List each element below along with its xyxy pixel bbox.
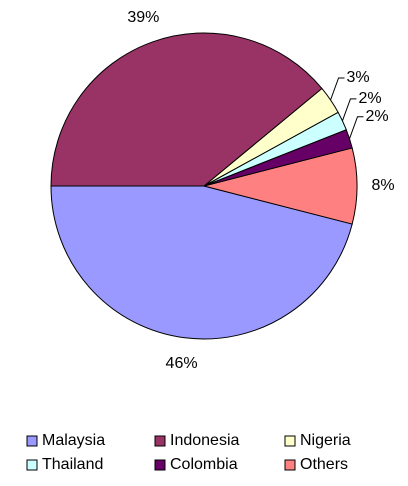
- legend-swatch: [284, 459, 296, 471]
- data-label: 2%: [358, 90, 381, 107]
- legend-swatch: [284, 435, 296, 447]
- data-label: 39%: [127, 9, 159, 26]
- leader-line: [341, 98, 357, 122]
- pie-slice: [50, 185, 353, 340]
- data-label: 2%: [366, 108, 389, 125]
- data-label: 8%: [371, 177, 394, 194]
- legend-swatch: [154, 435, 166, 447]
- legend-label: Thailand: [42, 456, 103, 473]
- legend-swatch: [154, 459, 166, 471]
- pie-slice: [50, 32, 323, 187]
- legend-label: Others: [300, 456, 348, 473]
- leader-line: [349, 116, 364, 139]
- legend-label: Nigeria: [300, 432, 351, 449]
- legend-label: Indonesia: [170, 432, 239, 449]
- legend-swatch: [26, 459, 38, 471]
- leader-line: [330, 77, 345, 101]
- data-label: 3%: [347, 69, 370, 86]
- legend-swatch: [26, 435, 38, 447]
- legend-label: Malaysia: [42, 432, 105, 449]
- data-label: 46%: [166, 355, 198, 372]
- legend-label: Colombia: [170, 456, 238, 473]
